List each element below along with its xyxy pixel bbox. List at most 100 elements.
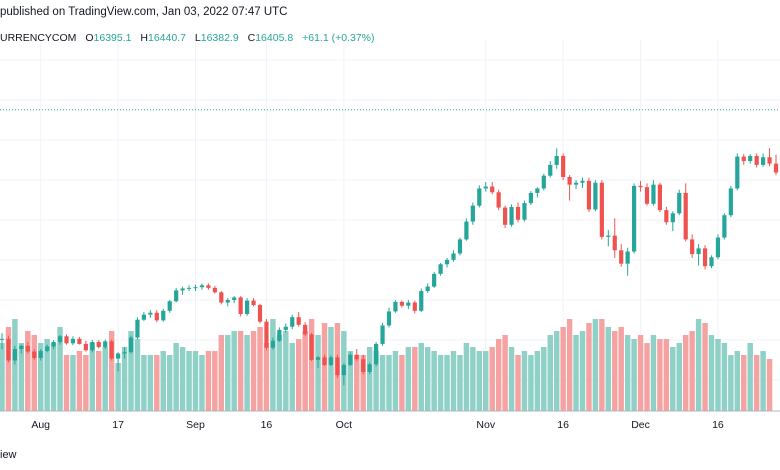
- volume-bar: [289, 343, 295, 411]
- volume-bar: [760, 351, 766, 411]
- volume-bar: [179, 347, 186, 411]
- candle-body-up: [535, 188, 540, 193]
- volume-bar: [44, 339, 50, 411]
- candle-body-up: [580, 180, 585, 183]
- volume-bar: [360, 355, 366, 411]
- volume-bar: [424, 347, 431, 411]
- candle-body-up: [477, 188, 482, 206]
- volume-bar: [515, 355, 521, 411]
- volume-bar: [212, 351, 218, 411]
- candle-body-up: [406, 302, 411, 306]
- low-label: L: [194, 32, 201, 44]
- volume-bar: [115, 363, 121, 411]
- volume-bar: [483, 351, 489, 411]
- candle-body-down: [567, 176, 572, 185]
- candle-body-down: [490, 186, 495, 193]
- volume-bar: [192, 351, 199, 411]
- candle-body-down: [638, 185, 643, 188]
- x-tick-label: 16: [261, 419, 273, 431]
- volume-bar: [734, 351, 741, 411]
- candle-body-down: [515, 206, 521, 220]
- volume-bar: [399, 355, 405, 411]
- volume-bar: [121, 347, 128, 411]
- volume-bar: [431, 351, 437, 411]
- volume-bar: [573, 335, 579, 411]
- volume-bar: [560, 327, 566, 411]
- candle-body-up: [174, 290, 179, 302]
- volume-bar: [257, 327, 263, 411]
- volume-bar: [102, 347, 108, 411]
- candle-body-up: [419, 291, 424, 311]
- volume-bar: [476, 351, 483, 411]
- volume-bar: [444, 355, 450, 411]
- candle-body-down: [251, 300, 256, 306]
- volume-bar: [12, 319, 18, 411]
- candle-body-down: [296, 317, 301, 325]
- x-tick-label: 16: [712, 419, 724, 431]
- candle-body-up: [45, 346, 50, 351]
- candle-body-down: [109, 341, 114, 359]
- volume-bar: [218, 335, 225, 411]
- volume-bar: [605, 327, 612, 411]
- candle-body-up: [451, 253, 456, 260]
- candle-body-up: [245, 300, 250, 314]
- candle-body-up: [677, 192, 682, 214]
- candle-body-down: [741, 156, 746, 162]
- volume-bar: [528, 355, 534, 411]
- candle-body-down: [561, 155, 566, 177]
- candle-body-up: [90, 342, 95, 351]
- candle-body-up: [141, 314, 146, 320]
- volume-bar: [618, 327, 624, 411]
- volume-bar: [766, 359, 773, 411]
- candle-body-up: [748, 155, 753, 162]
- volume-bar: [650, 335, 657, 411]
- volume-bar: [579, 331, 586, 411]
- candle-body-down: [264, 321, 269, 348]
- volume-bar: [470, 347, 476, 411]
- candle-body-up: [180, 288, 185, 291]
- candle-body-up: [148, 312, 153, 315]
- candle-body-down: [644, 187, 650, 204]
- candle-body-down: [335, 357, 340, 376]
- volume-bar: [166, 355, 173, 411]
- volume-bar: [715, 339, 721, 411]
- volume-bar: [57, 327, 63, 411]
- x-tick-label: Oct: [336, 419, 352, 431]
- volume-bar: [631, 339, 637, 411]
- candle-body-up: [483, 186, 488, 189]
- candle-body-up: [270, 340, 275, 348]
- candle-body-down: [664, 210, 669, 223]
- candle-body-up: [722, 215, 727, 238]
- volume-bar: [134, 339, 141, 411]
- candle-body-up: [457, 239, 463, 254]
- candle-body-down: [354, 354, 359, 360]
- candle-body-up: [593, 182, 598, 210]
- volume-bar: [405, 347, 412, 411]
- volume-bar: [108, 331, 115, 411]
- candle-body-up: [554, 155, 559, 165]
- volume-bar: [154, 355, 160, 411]
- publish-text: published on TradingView.com, Jan 03, 20…: [0, 6, 288, 18]
- candle-body-up: [425, 286, 430, 292]
- candle-body-down: [6, 338, 11, 361]
- candle-body-up: [103, 341, 108, 348]
- x-tick-label: Nov: [476, 419, 495, 431]
- volume-bar: [263, 343, 270, 411]
- volume-bar: [50, 343, 57, 411]
- open-label: O: [85, 32, 94, 44]
- volume-bar: [25, 331, 31, 411]
- candle-body-down: [702, 248, 708, 267]
- change-value: +61.1 (+0.37%): [302, 32, 375, 44]
- candle-body-down: [206, 285, 211, 288]
- volume-bar: [205, 351, 212, 411]
- volume-bar: [295, 339, 302, 411]
- candle-body-down: [322, 357, 327, 365]
- candle-body-up: [444, 259, 450, 265]
- volume-bar: [521, 351, 528, 411]
- candle-body-down: [32, 351, 37, 358]
- close-value: 16405.8: [255, 32, 294, 44]
- candle-body-up: [374, 343, 379, 365]
- candle-body-up: [606, 235, 611, 237]
- candle-body-down: [399, 301, 404, 306]
- candle-body-up: [277, 329, 282, 341]
